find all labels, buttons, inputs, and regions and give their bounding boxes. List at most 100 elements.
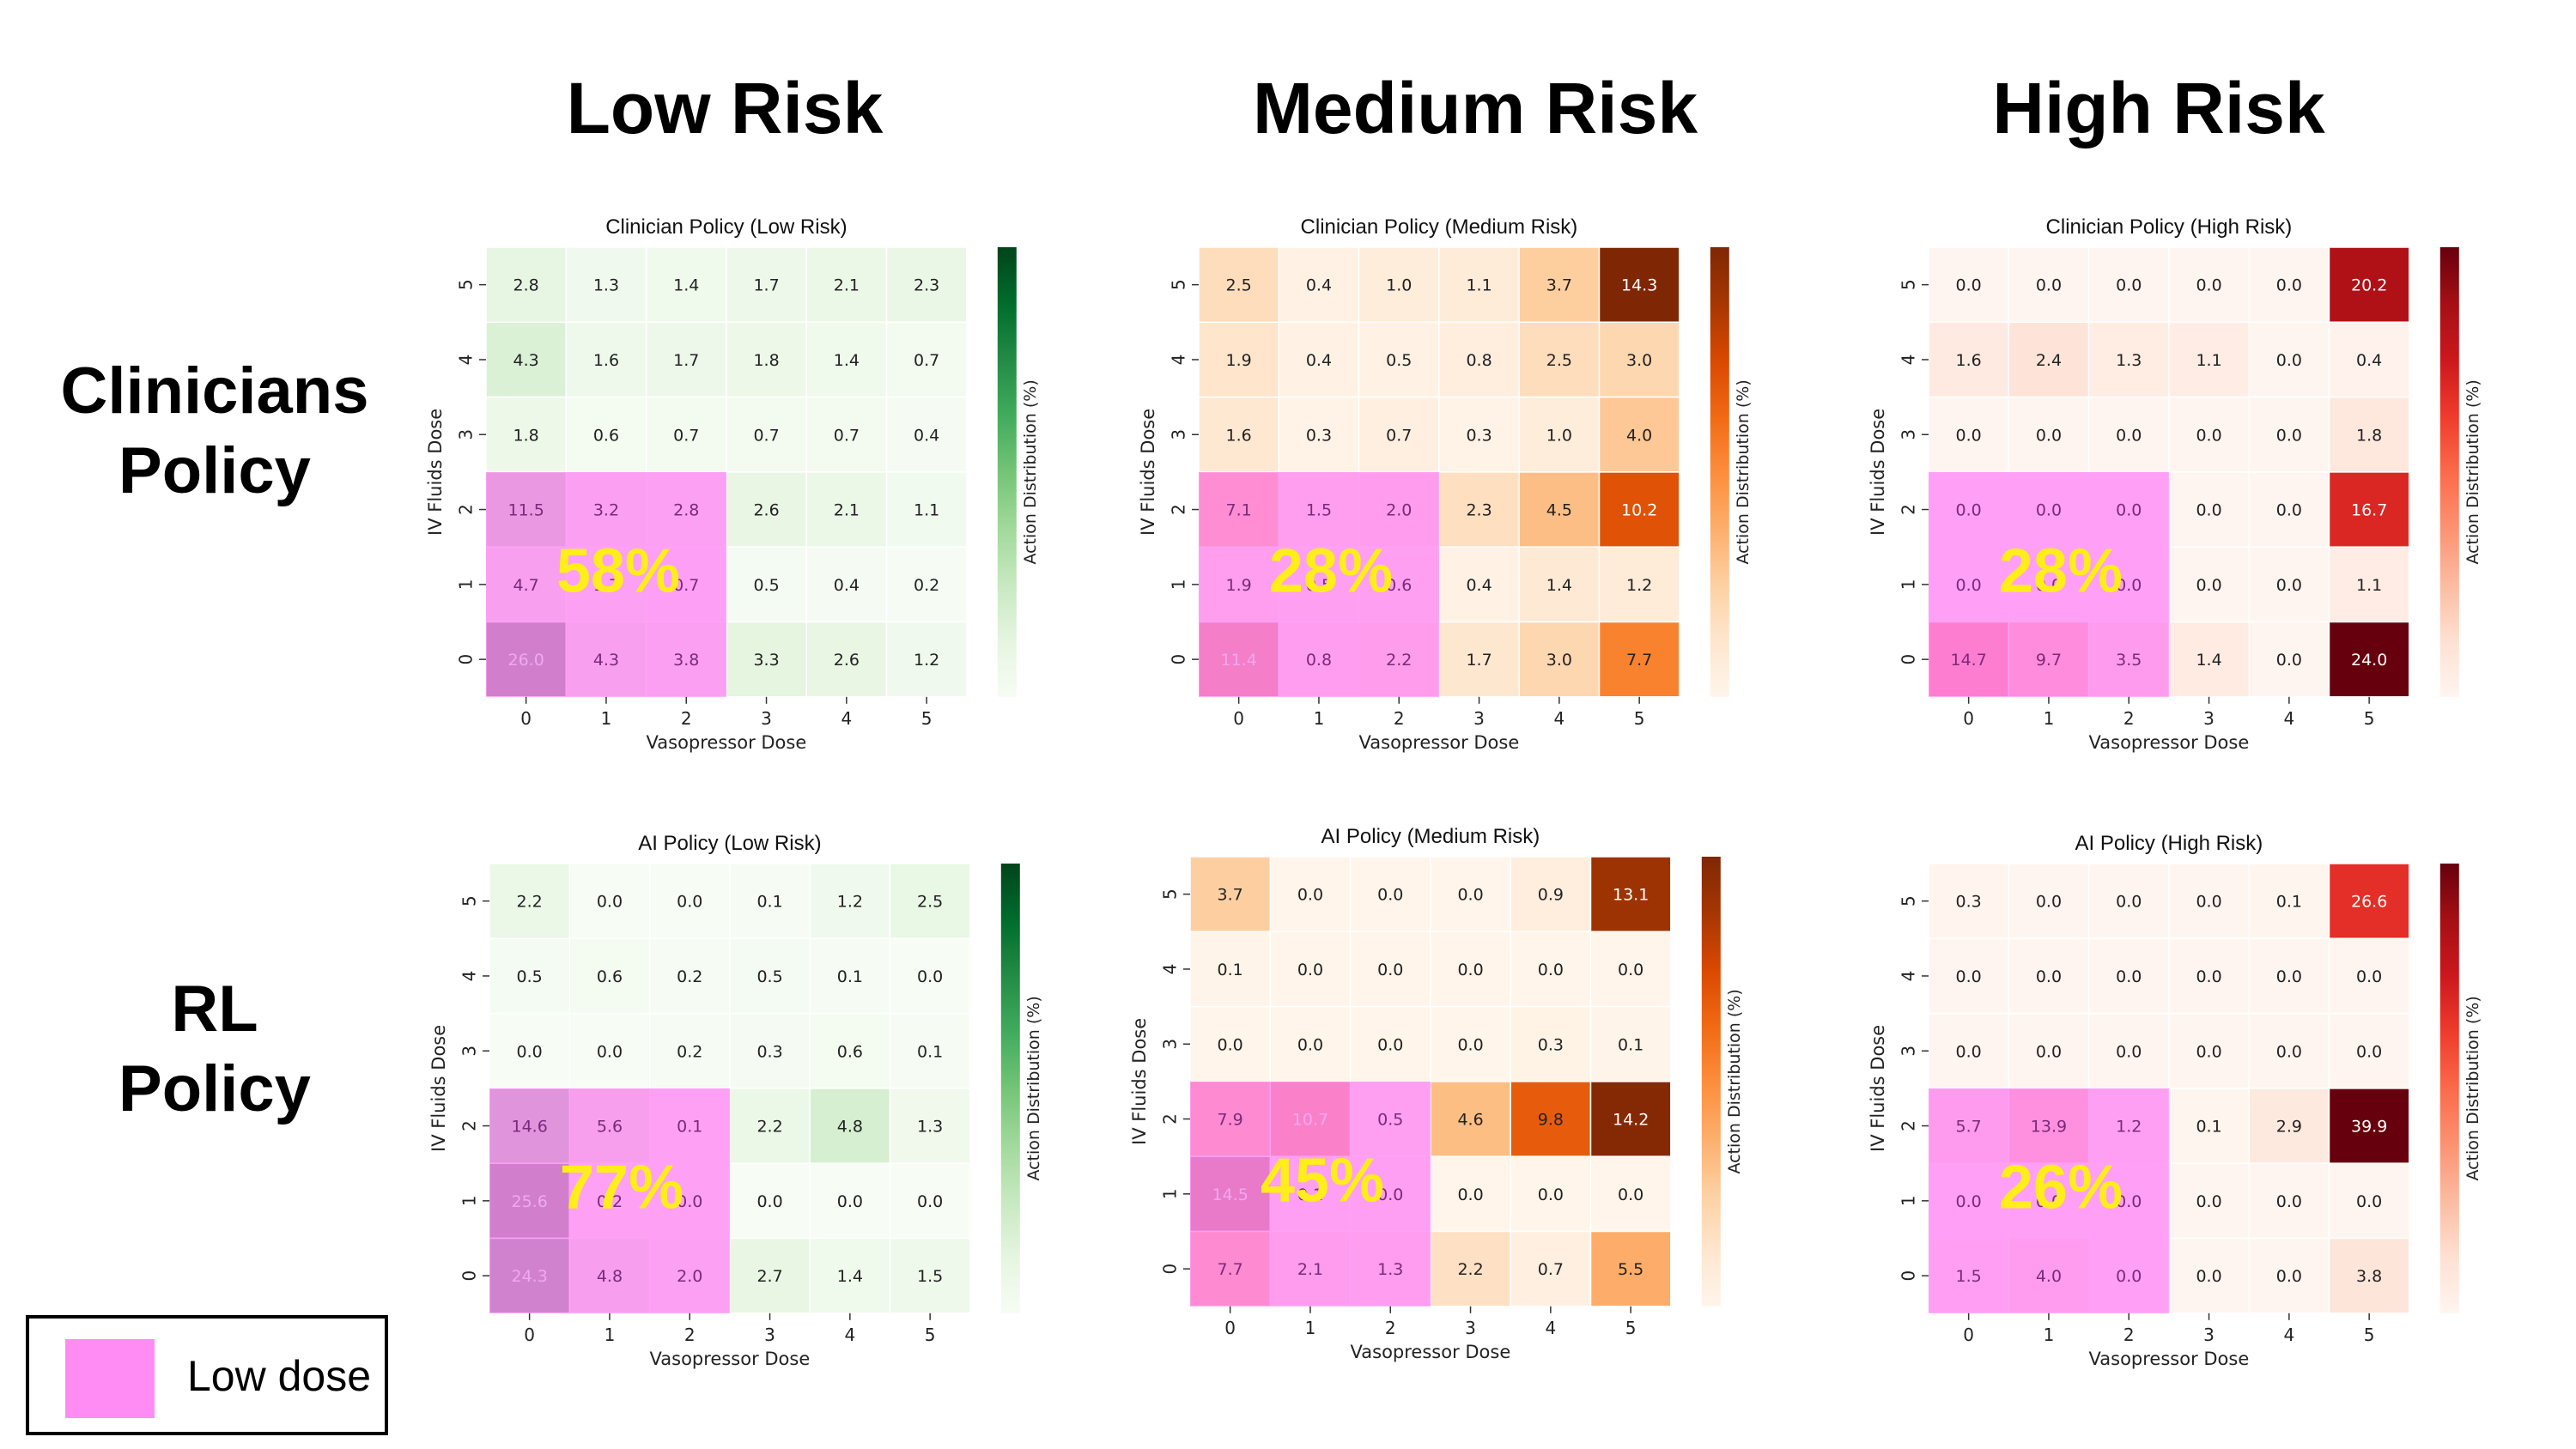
heatmap-cell: [565, 321, 647, 398]
cell-value-label: 0.0: [2116, 967, 2142, 986]
heatmap-cell: [2248, 621, 2330, 698]
cell-value-label: 0.0: [2196, 1267, 2221, 1286]
cell-value-label: 2.2: [1386, 651, 1412, 670]
heatmap-cell: [889, 1162, 971, 1240]
heatmap-cell: [1928, 246, 2010, 324]
heatmap-cell: [2328, 321, 2410, 398]
heatmap-cell: [648, 863, 731, 940]
cell-value-label: 0.5: [753, 576, 779, 595]
heatmap-cell: [1928, 937, 2010, 1015]
cell-value-label: 2.0: [1386, 501, 1412, 520]
y-tick-label: 0: [1899, 1270, 1919, 1282]
y-tick-label: 5: [1160, 888, 1181, 900]
low-dose-percent-label: 28%: [1999, 537, 2123, 606]
heatmap-panel: Clinician Policy (Medium Risk) 2.5 0.4 1.0 1…: [1138, 215, 1753, 753]
y-tick-label: 1: [1899, 1195, 1919, 1206]
x-tick-label: 0: [1224, 1318, 1236, 1338]
cell-value-label: 25.6: [511, 1192, 547, 1211]
cell-value-label: 1.2: [2116, 1118, 2142, 1137]
cell-value-label: 0.0: [2276, 1192, 2302, 1211]
heatmap-title: AI Policy (High Risk): [2075, 832, 2263, 855]
heatmap-cell: [805, 621, 888, 698]
heatmap-panel: AI Policy (High Risk) 0.3 0.0 0.0 0.0 0.1 26.6…: [1868, 832, 2482, 1369]
cell-value-label: 1.2: [914, 651, 939, 670]
cell-value-label: 0.4: [914, 426, 939, 445]
cell-value-label: 4.0: [1626, 426, 1652, 445]
cell-value-label: 1.2: [1626, 576, 1652, 595]
heatmap-cell: [805, 546, 888, 623]
heatmap-cell: [809, 1237, 891, 1314]
cell-value-label: 20.2: [2351, 276, 2387, 295]
cell-value-label: 0.0: [2276, 426, 2302, 445]
heatmap-cell: [1269, 1005, 1352, 1082]
heatmap-cell: [1269, 931, 1352, 1008]
heatmap-panel: AI Policy (Medium Risk)3.7 0.0 0.0 0.0 0.9 13…: [1129, 825, 1744, 1362]
heatmap-cell: [1598, 471, 1680, 548]
heatmap-cell: [489, 1012, 571, 1089]
cell-value-label: 0.1: [1297, 1185, 1323, 1204]
heatmap-cell: [885, 321, 968, 398]
colorbar: [1701, 857, 1721, 1307]
heatmap-cell: [2087, 321, 2170, 398]
x-tick-label: 3: [2203, 708, 2215, 729]
cell-value-label: 0.5: [1386, 351, 1412, 370]
heatmap-cell: [1589, 931, 1672, 1008]
y-tick-label: 2: [1899, 1120, 1919, 1131]
cell-value-label: 0.0: [2196, 1042, 2221, 1061]
cell-value-label: 3.8: [673, 651, 699, 670]
cell-value-label: 0.0: [2116, 576, 2142, 595]
heatmap-cell: [885, 471, 968, 548]
cell-value-label: 0.1: [837, 967, 863, 986]
cell-value-label: 3.7: [1546, 276, 1572, 295]
heatmap-cell: [565, 396, 647, 473]
heatmap-cell: [2087, 1012, 2170, 1089]
cell-value-label: 7.7: [1218, 1260, 1243, 1279]
cell-value-label: 2.7: [756, 1267, 782, 1286]
cell-value-label: 1.4: [837, 1267, 863, 1286]
heatmap-cell: [1510, 931, 1592, 1008]
cell-value-label: 0.0: [2196, 576, 2221, 595]
heatmap-cell: [1510, 1155, 1592, 1233]
heatmap-cell: [1438, 321, 1520, 398]
cell-value-label: 0.0: [2036, 576, 2062, 595]
cell-value-label: 0.8: [1466, 351, 1492, 370]
cell-value-label: 4.3: [513, 351, 539, 370]
cell-value-label: 14.7: [1950, 651, 1986, 670]
cell-value-label: 0.0: [2276, 1042, 2302, 1061]
cell-value-label: 0.0: [1457, 1035, 1483, 1054]
heatmap-cell: [2328, 1088, 2410, 1164]
x-tick-label: 3: [1465, 1318, 1476, 1338]
x-tick-label: 5: [1634, 708, 1645, 729]
heatmap-cell: [1189, 931, 1272, 1008]
y-tick-label: 0: [1160, 1264, 1181, 1275]
cell-value-label: 26.6: [2351, 893, 2387, 912]
cell-value-label: 0.0: [2356, 967, 2382, 986]
cell-value-label: 0.0: [2036, 276, 2062, 295]
cell-value-label: 3.3: [753, 651, 779, 670]
x-tick-label: 4: [2283, 1325, 2294, 1345]
cell-value-label: 1.3: [2116, 351, 2142, 370]
cell-value-label: 4.8: [837, 1118, 863, 1137]
heatmap-cell: [1589, 1230, 1672, 1307]
cell-value-label: 4.8: [597, 1267, 623, 1286]
cell-value-label: 0.0: [917, 967, 943, 986]
cell-value-label: 1.9: [1226, 351, 1252, 370]
cell-value-label: 2.5: [917, 893, 943, 912]
heatmap-cell: [2168, 937, 2250, 1015]
cell-value-label: 1.4: [2196, 651, 2221, 670]
cell-value-label: 0.6: [837, 1042, 863, 1061]
cell-value-label: 0.0: [2036, 1042, 2062, 1061]
y-axis-label: IV Fluids Dose: [428, 1025, 449, 1152]
cell-value-label: 3.0: [1546, 651, 1572, 670]
heatmap-cell: [809, 937, 891, 1015]
cell-value-label: 10.7: [1292, 1111, 1328, 1130]
cell-value-label: 0.3: [756, 1042, 782, 1061]
x-tick-label: 5: [2364, 708, 2375, 729]
heatmap-title: Clinician Policy (Medium Risk): [1301, 215, 1578, 239]
cell-value-label: 24.0: [2351, 651, 2387, 670]
cell-value-label: 0.0: [2116, 426, 2142, 445]
cell-value-label: 0.0: [1618, 961, 1643, 979]
cell-value-label: 0.4: [2356, 351, 2382, 370]
y-tick-label: 4: [459, 971, 480, 982]
x-tick-label: 5: [925, 1325, 936, 1345]
